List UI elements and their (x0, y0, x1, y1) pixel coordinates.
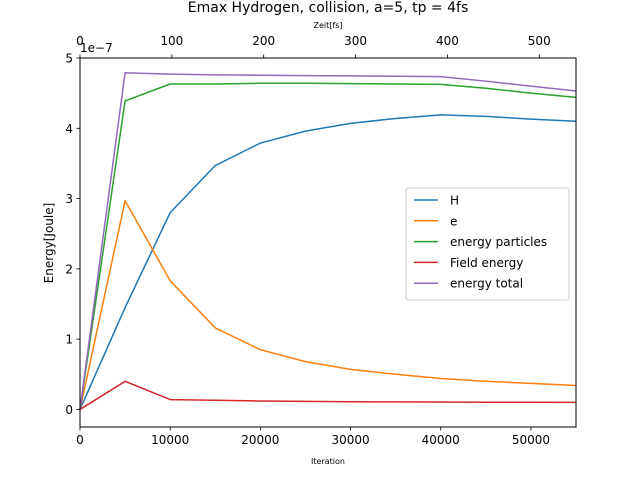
x-tick-label-2: 20000 (241, 433, 279, 447)
series-line-3 (79, 380, 577, 411)
top-x-tick-label-3: 300 (344, 34, 367, 48)
legend-label-2: energy particles (450, 235, 547, 249)
x-axis-label: Iteration (311, 457, 345, 466)
legend-box (405, 187, 570, 301)
plot-frame (79, 57, 577, 428)
top-x-tick-label-4: 400 (436, 34, 459, 48)
top-x-tick-label-5: 500 (528, 34, 551, 48)
top-x-axis-label: Zeit[fs] (314, 21, 343, 30)
y-offset-label: 1e−7 (80, 41, 113, 55)
top-x-tick-label-0: 0 (76, 34, 84, 48)
legend: He energy particles Field energy energy tot… (405, 187, 570, 301)
legend-label-4: energy total (450, 277, 523, 291)
top-x-tick-label-1: 100 (160, 34, 183, 48)
x-tick-label-5: 50000 (512, 433, 550, 447)
x-tick-label-4: 40000 (422, 433, 460, 447)
y-axis-label: Energy[Joule] (42, 203, 56, 284)
y-tick-label-0: 0 (65, 403, 73, 417)
chart-title: Emax Hydrogen, collision, a=5, tp = 4fs (188, 0, 469, 16)
series-line-4 (79, 72, 577, 410)
x-tick-label-0: 0 (76, 433, 84, 447)
legend-label-1: e (450, 214, 457, 228)
series-line-0 (79, 114, 577, 410)
axes-layer: 0 10000 20000 30000 40000 50000 0 100 200 300 400 5… (65, 34, 577, 447)
series-line-2 (79, 82, 577, 410)
legend-label-0: H (450, 194, 459, 208)
y-tick-label-5: 5 (65, 52, 73, 66)
x-tick-label-3: 30000 (331, 433, 369, 447)
y-tick-label-3: 3 (65, 192, 73, 206)
series-layer (79, 72, 577, 411)
x-tick-label-1: 10000 (151, 433, 189, 447)
y-tick-label-4: 4 (65, 122, 73, 136)
y-tick-label-2: 2 (65, 262, 73, 276)
series-line-1 (79, 199, 577, 410)
legend-label-3: Field energy (450, 256, 523, 270)
top-x-tick-label-2: 200 (252, 34, 275, 48)
y-tick-label-1: 1 (65, 333, 73, 347)
